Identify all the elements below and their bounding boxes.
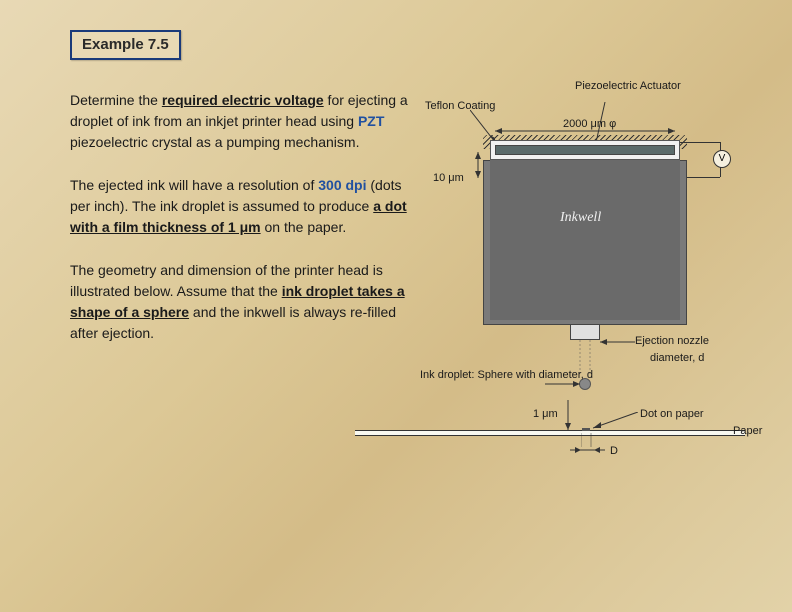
d-dimension-label: D [610, 445, 618, 457]
gap-dim-arrow [563, 400, 573, 430]
piezo-actuator-box [495, 145, 675, 155]
nozzle-box [570, 325, 600, 340]
example-number: Example 7.5 [82, 36, 169, 53]
paper-surface [355, 430, 745, 436]
inkwell-label: Inkwell [560, 210, 601, 226]
gap-1um-label: 1 μm [533, 408, 558, 420]
diagram-column: Teflon Coating Piezoelectric Actuator 20… [435, 90, 755, 510]
problem-text-column: Determine the required electric voltage … [70, 90, 410, 510]
nozzle-label: Ejection nozzle [635, 335, 709, 347]
dot-pointer [593, 412, 638, 430]
example-number-box: Example 7.5 [70, 30, 181, 60]
wire-vert-bot [720, 167, 721, 177]
paragraph-3: The geometry and dimension of the printe… [70, 260, 410, 344]
dot-on-paper [582, 428, 590, 431]
thickness-dimension: 10 μm [433, 172, 464, 184]
wire-top [680, 142, 720, 143]
nozzle-diameter-label: diameter, d [650, 352, 704, 364]
dot-label: Dot on paper [640, 408, 704, 420]
thickness-dim-arrow [473, 150, 483, 180]
paragraph-2: The ejected ink will have a resolution o… [70, 175, 410, 238]
nozzle-pointer [600, 338, 635, 346]
printer-head-diagram: Teflon Coating Piezoelectric Actuator 20… [435, 90, 755, 510]
paragraph-1: Determine the required electric voltage … [70, 90, 410, 153]
piezo-label: Piezoelectric Actuator [575, 80, 665, 92]
droplet-label: Ink droplet: Sphere with diameter, d [420, 368, 550, 382]
droplet-pointer [545, 380, 580, 388]
inkwell-box [490, 160, 680, 320]
paper-label: Paper [733, 425, 762, 437]
d-extension-lines [581, 433, 593, 447]
voltage-source: V [713, 150, 731, 168]
